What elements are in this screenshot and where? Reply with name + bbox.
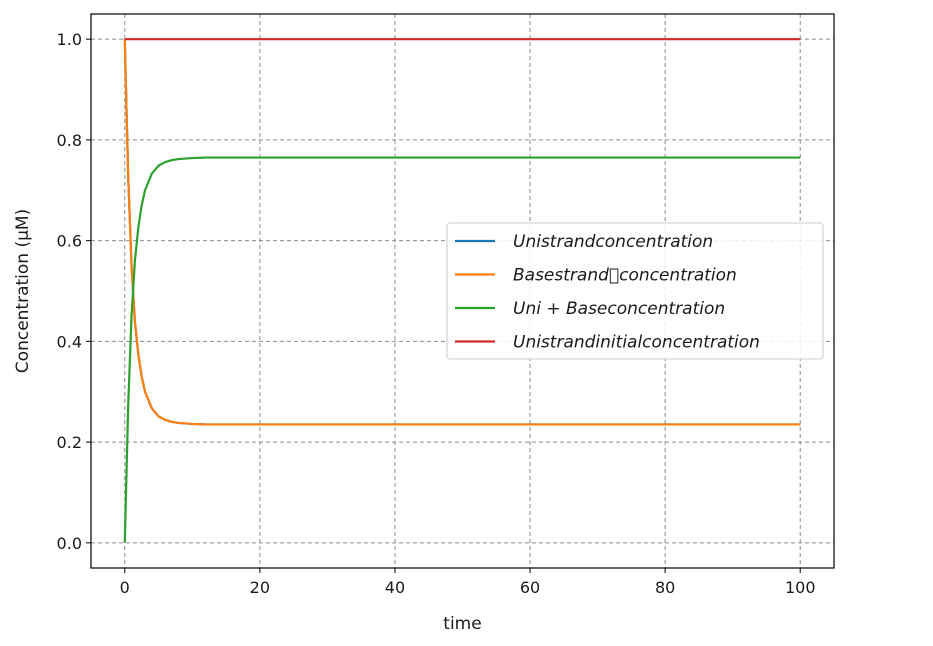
series-lines <box>123 38 801 543</box>
x-tick-label: 100 <box>785 578 816 597</box>
y-tick-label: 0.8 <box>57 131 82 150</box>
legend-label-3: Unistrandinitialconcentration <box>513 333 760 353</box>
x-tick-label: 20 <box>250 578 270 597</box>
legend-label-1: Basestrand concentration <box>513 266 737 286</box>
x-tick-label: 0 <box>120 578 130 597</box>
legend-label-2: Uni + Baseconcentration <box>513 299 725 319</box>
x-tick-label: 40 <box>385 578 405 597</box>
y-axis-label: Concentration (μM) <box>13 209 33 373</box>
x-axis-label: time <box>443 614 481 634</box>
y-tick-label: 0.2 <box>57 433 82 452</box>
legend-label-0: Unistrandconcentration <box>513 232 713 252</box>
y-tick-label: 0.6 <box>57 232 82 251</box>
x-tick-label: 60 <box>520 578 540 597</box>
series-line-2 <box>123 156 801 543</box>
legend-box <box>446 222 824 360</box>
x-tick-label: 80 <box>655 578 675 597</box>
axis-ticks: 0 20 40 60 80 100 0.0 0.2 0.4 0.6 0.8 1.0 <box>57 30 816 597</box>
y-tick-label: 0.4 <box>57 332 82 351</box>
y-tick-label: 1.0 <box>57 30 82 49</box>
series-line-1 <box>123 39 801 426</box>
y-tick-label: 0.0 <box>57 534 82 553</box>
legend: Unistrandconcentration Basestrand concent… <box>446 222 824 360</box>
plot-frame <box>90 13 835 569</box>
